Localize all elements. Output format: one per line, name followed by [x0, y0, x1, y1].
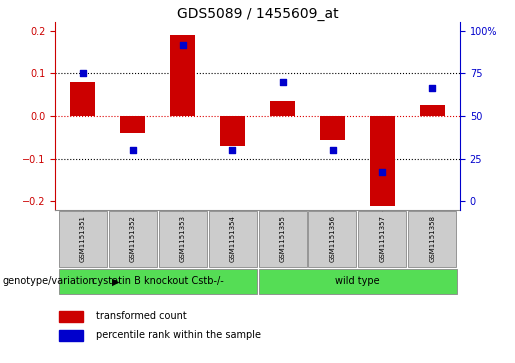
Bar: [320, 116, 345, 139]
Point: [78, 70, 87, 76]
Point: [428, 85, 437, 91]
Bar: [220, 116, 245, 146]
Text: GSM1151355: GSM1151355: [280, 216, 285, 262]
Title: GDS5089 / 1455609_at: GDS5089 / 1455609_at: [177, 7, 338, 21]
Text: GSM1151354: GSM1151354: [230, 216, 235, 262]
Bar: [370, 116, 395, 206]
Point: [329, 147, 337, 153]
Point: [228, 147, 236, 153]
Text: cystatin B knockout Cstb-/-: cystatin B knockout Cstb-/-: [92, 277, 224, 286]
Bar: [408, 211, 456, 268]
Bar: [259, 211, 306, 268]
Text: GSM1151352: GSM1151352: [129, 216, 135, 262]
Bar: [209, 211, 256, 268]
Point: [279, 79, 287, 85]
Point: [178, 42, 186, 48]
Text: GSM1151351: GSM1151351: [79, 216, 85, 262]
Text: wild type: wild type: [335, 277, 380, 286]
Point: [379, 169, 387, 175]
Bar: [259, 269, 456, 294]
Bar: [59, 330, 83, 341]
Bar: [308, 211, 356, 268]
Bar: [120, 116, 145, 133]
Bar: [59, 269, 256, 294]
Bar: [170, 35, 195, 116]
Bar: [109, 211, 157, 268]
Bar: [159, 211, 207, 268]
Text: percentile rank within the sample: percentile rank within the sample: [95, 330, 261, 340]
Text: genotype/variation: genotype/variation: [3, 277, 95, 286]
Point: [128, 147, 136, 153]
Bar: [70, 82, 95, 116]
Bar: [420, 105, 445, 116]
Text: GSM1151353: GSM1151353: [180, 216, 185, 262]
Bar: [270, 101, 295, 116]
Text: GSM1151357: GSM1151357: [380, 216, 386, 262]
Text: GSM1151356: GSM1151356: [330, 216, 335, 262]
Text: GSM1151358: GSM1151358: [430, 216, 436, 262]
Bar: [358, 211, 406, 268]
Bar: [59, 311, 83, 322]
Bar: [59, 211, 107, 268]
Text: ▶: ▶: [112, 277, 119, 286]
Text: transformed count: transformed count: [95, 311, 186, 321]
